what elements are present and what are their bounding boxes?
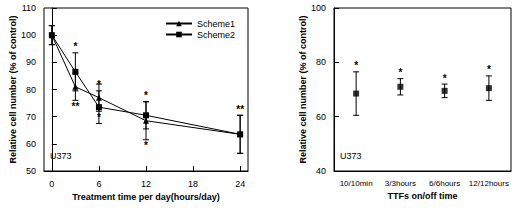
svg-text:12: 12 xyxy=(141,179,151,189)
svg-text:60: 60 xyxy=(316,112,326,122)
svg-text:**: ** xyxy=(71,101,79,112)
svg-text:70: 70 xyxy=(26,112,36,122)
svg-text:Scheme2: Scheme2 xyxy=(197,30,235,40)
svg-text:90: 90 xyxy=(26,57,36,67)
svg-text:10/10min: 10/10min xyxy=(340,179,373,188)
svg-text:100: 100 xyxy=(311,3,326,13)
svg-text:80: 80 xyxy=(26,85,36,95)
svg-text:100: 100 xyxy=(21,30,36,40)
svg-text:0: 0 xyxy=(49,179,54,189)
svg-text:40: 40 xyxy=(316,166,326,176)
svg-text:24: 24 xyxy=(235,179,245,189)
svg-text:*: * xyxy=(354,60,358,71)
svg-text:*: * xyxy=(144,140,148,151)
svg-text:*: * xyxy=(487,64,491,75)
svg-text:*: * xyxy=(443,73,447,84)
svg-text:U373: U373 xyxy=(340,151,362,161)
svg-text:50: 50 xyxy=(26,166,36,176)
svg-text:**: ** xyxy=(236,104,244,115)
svg-text:3/3hours: 3/3hours xyxy=(385,179,416,188)
svg-text:U373: U373 xyxy=(50,151,72,161)
svg-text:*: * xyxy=(73,41,77,52)
svg-text:*: * xyxy=(97,79,101,90)
svg-text:*: * xyxy=(398,67,402,78)
svg-text:Relative cell number (% of con: Relative cell number (% of control) xyxy=(298,15,308,163)
svg-text:18: 18 xyxy=(188,179,198,189)
svg-text:Treatment time per day(hours/d: Treatment time per day(hours/day) xyxy=(72,192,220,202)
svg-text:6/6hours: 6/6hours xyxy=(429,179,460,188)
svg-text:*: * xyxy=(144,90,148,101)
svg-text:12/12hours: 12/12hours xyxy=(469,179,509,188)
svg-text:80: 80 xyxy=(316,57,326,67)
svg-text:60: 60 xyxy=(26,139,36,149)
svg-text:TTFs on/off time: TTFs on/off time xyxy=(388,191,458,201)
svg-text:6: 6 xyxy=(96,179,101,189)
svg-text:Relative cell number (% of con: Relative cell number (% of control) xyxy=(8,15,18,163)
svg-text:Scheme1: Scheme1 xyxy=(197,19,235,29)
svg-text:110: 110 xyxy=(22,3,36,13)
